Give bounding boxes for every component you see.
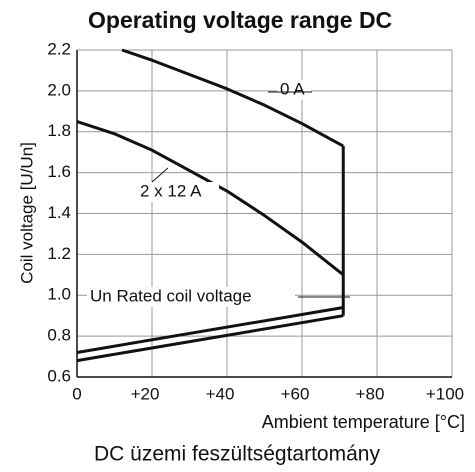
curve: [76, 314, 344, 363]
annotation: Un Rated coil voltage: [90, 286, 252, 305]
annotation-bg: [277, 80, 311, 100]
x-tick-label: +40: [206, 384, 235, 403]
annotation: 0 A: [280, 79, 305, 98]
x-tick-label: +60: [281, 384, 310, 403]
annotation-bg: [87, 287, 295, 307]
x-axis-label: Ambient temperature [°C]: [262, 412, 465, 432]
y-tick-label: 0.6: [47, 366, 71, 385]
x-tick-label: 0: [72, 384, 81, 403]
y-tick-label: 1.6: [47, 162, 71, 181]
annotation-bg: [137, 182, 219, 202]
y-tick-label: 1.8: [47, 121, 71, 140]
y-tick-label: 2.2: [47, 39, 71, 58]
annotation: 2 x 12 A: [140, 181, 202, 200]
x-tick-label: +20: [131, 384, 160, 403]
x-tick-label: +80: [356, 384, 385, 403]
curve: [76, 120, 345, 276]
caption: DC üzemi feszültségtartomány: [94, 443, 380, 466]
y-tick-label: 1.0: [47, 285, 71, 304]
chart-title: Operating voltage range DC: [88, 7, 392, 33]
y-axis-label: Coil voltage [U/Un]: [17, 142, 36, 284]
y-tick-label: 1.4: [47, 203, 71, 222]
curve: [121, 48, 344, 148]
leader-line: [151, 167, 169, 183]
y-tick-label: 1.2: [47, 244, 71, 263]
x-tick-label: +100: [426, 384, 464, 403]
y-tick-label: 0.8: [47, 326, 71, 345]
y-tick-label: 2.0: [47, 80, 71, 99]
curve: [76, 306, 344, 354]
